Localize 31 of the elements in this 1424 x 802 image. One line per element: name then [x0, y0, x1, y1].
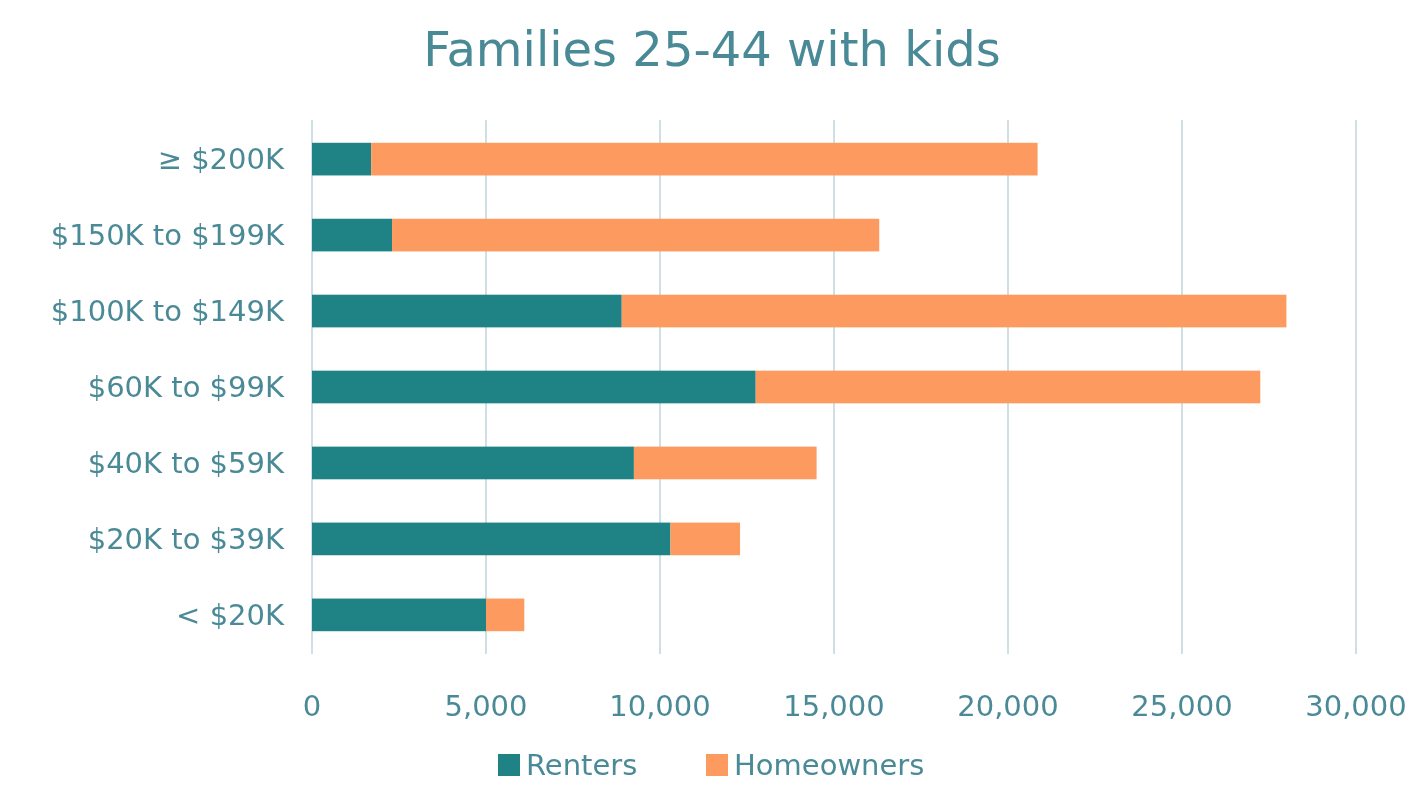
y-tick-label: < $20K [176, 598, 285, 633]
legend-label: Renters [526, 748, 638, 783]
bar [312, 522, 671, 556]
bar [371, 142, 1038, 176]
bar [633, 446, 817, 480]
bar [312, 370, 756, 404]
x-tick-label: 20,000 [957, 689, 1059, 723]
bar [755, 370, 1261, 404]
bar [486, 598, 525, 632]
chart-title: Families 25-44 with kids [423, 21, 1001, 77]
y-tick-label: $100K to $149K [50, 294, 285, 329]
y-tick-label: $40K to $59K [87, 446, 285, 481]
x-tick-label: 30,000 [1305, 689, 1407, 723]
bar [621, 294, 1287, 328]
legend-label: Homeowners [734, 748, 925, 783]
bar [392, 218, 880, 252]
bar [312, 598, 486, 632]
bar [312, 446, 634, 480]
x-tick-label: 5,000 [444, 689, 528, 723]
x-tick-label: 25,000 [1131, 689, 1233, 723]
bar [312, 142, 372, 176]
y-tick-label: $150K to $199K [50, 218, 285, 253]
y-tick-label: $20K to $39K [87, 522, 285, 557]
x-tick-label: 10,000 [609, 689, 711, 723]
x-tick-label: 15,000 [783, 689, 885, 723]
bar [312, 218, 393, 252]
x-tick-label: 0 [302, 689, 322, 723]
y-tick-label: ≥ $200K [157, 142, 285, 177]
bar [670, 522, 741, 556]
bar [312, 294, 622, 328]
y-tick-label: $60K to $99K [87, 370, 285, 405]
